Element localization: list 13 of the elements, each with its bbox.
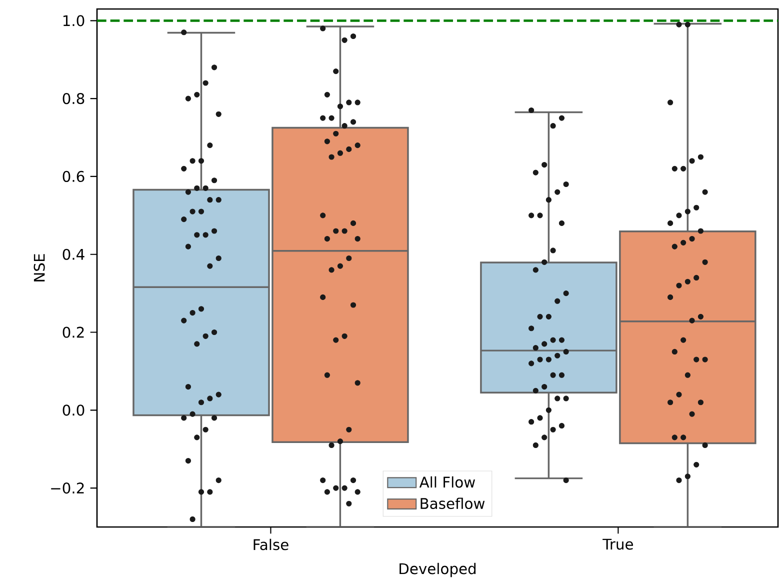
y-tick-label: −0.2	[51, 482, 84, 494]
y-tick-label: 1.0	[63, 15, 84, 26]
legend-label: Baseflow	[420, 498, 485, 510]
x-tick-label: True	[602, 538, 633, 550]
y-tick-label: 0.4	[62, 248, 84, 260]
y-tick-label: 0.6	[62, 170, 84, 182]
x-tick-label: False	[254, 538, 288, 550]
y-tick-label: 0.8	[62, 93, 84, 104]
x-axis-title: Developed	[400, 562, 476, 578]
y-tick-label: 0.2	[62, 326, 84, 338]
legend-label: All Flow	[419, 476, 476, 488]
y-tick-label: 0.0	[62, 404, 84, 416]
y-axis-title: NSE	[34, 254, 45, 282]
